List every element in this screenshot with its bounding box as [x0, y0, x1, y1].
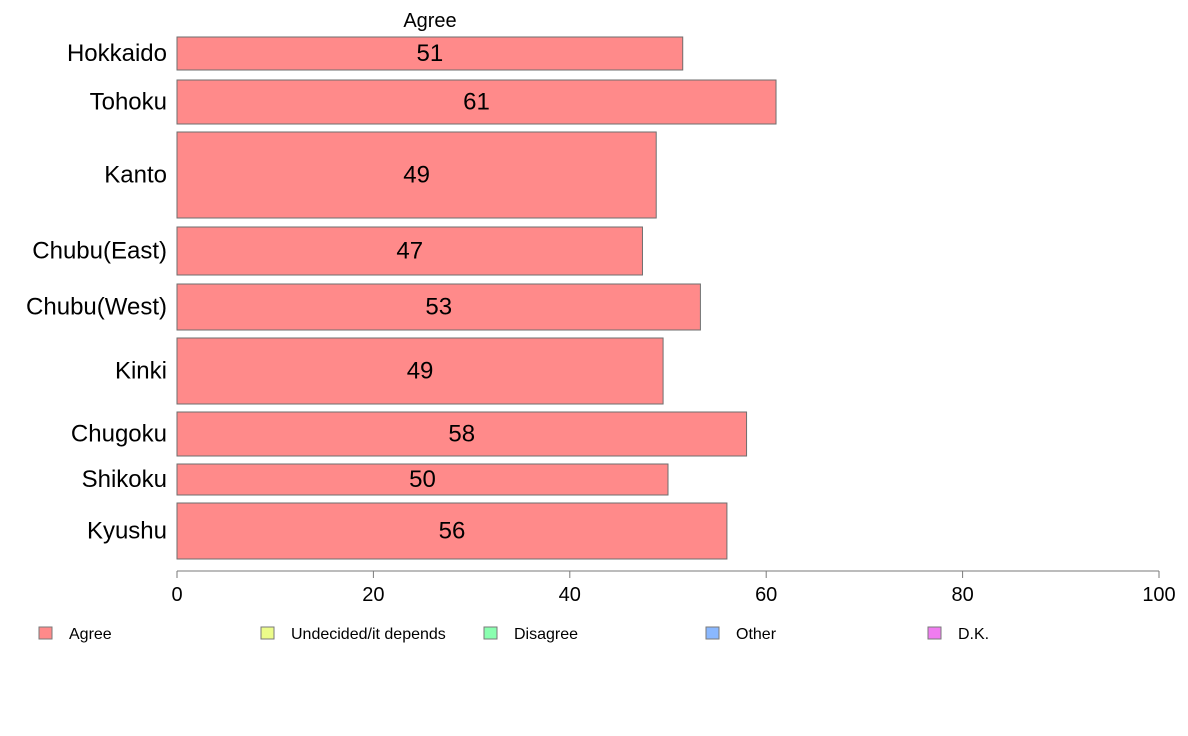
legend-swatch-undecided-it-depends	[260, 626, 275, 640]
category-label-kinki: Kinki	[115, 358, 167, 385]
x-tick-label-100: 100	[1142, 584, 1175, 606]
data-label-tohoku: 61	[463, 89, 490, 116]
data-label-kinki: 49	[407, 358, 434, 385]
bar-kinki	[176, 337, 664, 405]
category-label-kyushu: Kyushu	[87, 518, 167, 545]
legend-label-disagree: Disagree	[514, 626, 578, 643]
category-label-tohoku: Tohoku	[90, 89, 167, 116]
data-label-chugoku: 58	[448, 421, 475, 448]
bar-chubu-east	[176, 226, 643, 276]
column-header: Agree	[403, 10, 456, 32]
legend: Agree Undecided/it depends Disagree Other D.…	[38, 626, 989, 643]
bar-kyushu	[176, 502, 728, 560]
bar-hokkaido	[176, 36, 684, 71]
legend-swatch-disagree	[483, 626, 498, 640]
x-tick-label-80: 80	[951, 584, 973, 606]
data-label-chubu-west: 53	[425, 294, 452, 321]
category-label-kanto: Kanto	[104, 162, 167, 189]
bar-tohoku	[176, 79, 777, 125]
legend-label-other: Other	[736, 626, 777, 643]
category-label-shikoku: Shikoku	[82, 466, 167, 493]
legend-swatch-agree	[38, 626, 53, 640]
category-label-chugoku: Chugoku	[71, 421, 167, 448]
bars-group: Agree Hokkaido 51 Tohoku 61 Kanto 49 Chubu(East…	[26, 10, 777, 560]
legend-label-agree: Agree	[69, 626, 112, 643]
data-label-hokkaido: 51	[417, 40, 444, 67]
data-label-shikoku: 50	[409, 466, 436, 493]
x-tick-label-60: 60	[755, 584, 777, 606]
category-label-chubu-west: Chubu(West)	[26, 294, 167, 321]
x-axis: 0 20 40 60 80 100	[171, 570, 1176, 606]
legend-label-undecided-it-depends: Undecided/it depends	[291, 626, 446, 643]
bar-shikoku	[176, 463, 669, 496]
legend-swatch-other	[705, 626, 720, 640]
bar-chubu-west	[176, 283, 701, 331]
x-tick-label-20: 20	[362, 584, 384, 606]
bar-kanto	[176, 131, 657, 219]
category-label-chubu-east: Chubu(East)	[32, 238, 167, 265]
category-label-hokkaido: Hokkaido	[67, 40, 167, 67]
legend-label-d-k: D.K.	[958, 626, 989, 643]
data-label-kanto: 49	[403, 162, 430, 189]
x-tick-label-0: 0	[171, 584, 182, 606]
data-label-chubu-east: 47	[396, 238, 423, 265]
data-label-kyushu: 56	[439, 518, 466, 545]
bar-chugoku	[176, 411, 748, 457]
x-tick-label-40: 40	[559, 584, 581, 606]
legend-swatch-d-k	[927, 626, 942, 640]
